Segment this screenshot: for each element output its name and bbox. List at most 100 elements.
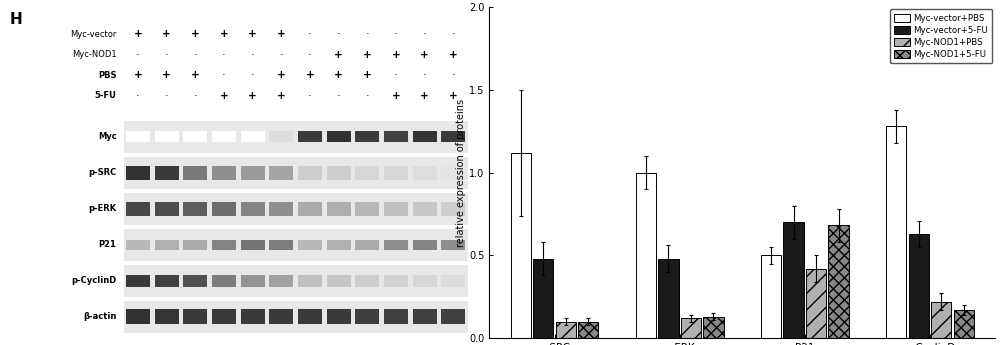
Bar (327, 275, 351, 287)
Bar (578, 322, 598, 338)
Text: +: + (248, 29, 257, 39)
Bar (441, 201, 465, 216)
Bar (241, 309, 265, 324)
Bar (124, 301, 468, 333)
Text: ·: · (366, 29, 369, 39)
Text: P21: P21 (99, 240, 117, 249)
Bar (126, 166, 150, 180)
Bar (703, 317, 724, 338)
Bar (355, 240, 379, 250)
Text: p-CyclinD: p-CyclinD (71, 276, 117, 285)
Text: +: + (248, 91, 257, 101)
Text: ·: · (222, 50, 226, 60)
Text: +: + (392, 91, 400, 101)
Bar (241, 131, 265, 142)
Bar (658, 259, 679, 338)
Bar (155, 166, 179, 180)
Bar (298, 240, 322, 250)
Bar (126, 131, 150, 142)
Bar (511, 152, 531, 338)
Bar (327, 166, 351, 180)
Bar (183, 166, 207, 180)
Text: Myc-NOD1: Myc-NOD1 (72, 50, 117, 59)
Legend: Myc-vector+PBS, Myc-vector+5-FU, Myc-NOD1+PBS, Myc-NOD1+5-FU: Myc-vector+PBS, Myc-vector+5-FU, Myc-NOD… (890, 9, 992, 63)
Text: +: + (449, 50, 458, 60)
Text: +: + (191, 29, 200, 39)
Text: ·: · (394, 29, 398, 39)
Bar (384, 201, 408, 216)
Bar (241, 201, 265, 216)
Bar (298, 131, 322, 142)
Bar (327, 131, 351, 142)
Text: ·: · (452, 29, 455, 39)
Bar (384, 131, 408, 142)
Bar (681, 318, 701, 338)
Bar (441, 240, 465, 250)
Bar (355, 201, 379, 216)
Bar (269, 166, 293, 180)
Bar (126, 275, 150, 287)
Bar (441, 275, 465, 287)
Text: ·: · (280, 50, 283, 60)
Text: +: + (134, 70, 142, 80)
Bar (828, 226, 849, 338)
Text: PBS: PBS (98, 71, 117, 80)
Text: ·: · (251, 50, 254, 60)
Bar (413, 240, 437, 250)
Bar (384, 166, 408, 180)
Bar (384, 275, 408, 287)
Bar (298, 166, 322, 180)
Bar (355, 309, 379, 324)
Text: +: + (220, 29, 228, 39)
Bar (931, 302, 951, 338)
Bar (126, 240, 150, 250)
Text: ·: · (337, 91, 341, 101)
Text: ·: · (366, 91, 369, 101)
Text: ·: · (308, 29, 312, 39)
Text: ·: · (136, 50, 140, 60)
Bar (212, 240, 236, 250)
Bar (384, 240, 408, 250)
Bar (183, 309, 207, 324)
Text: p-ERK: p-ERK (88, 204, 117, 213)
Text: +: + (277, 91, 286, 101)
Text: ·: · (452, 70, 455, 80)
Bar (124, 157, 468, 189)
Text: ·: · (337, 29, 341, 39)
Text: ·: · (308, 50, 312, 60)
Bar (783, 222, 804, 338)
Text: +: + (277, 29, 286, 39)
Bar (298, 275, 322, 287)
Bar (124, 193, 468, 225)
Bar (636, 172, 656, 338)
Bar (413, 275, 437, 287)
Text: +: + (363, 70, 372, 80)
Bar (269, 201, 293, 216)
Text: ·: · (251, 70, 254, 80)
Text: ·: · (394, 70, 398, 80)
Bar (155, 131, 179, 142)
Bar (183, 201, 207, 216)
Text: +: + (449, 91, 458, 101)
Bar (413, 131, 437, 142)
Bar (124, 121, 468, 153)
Bar (556, 322, 576, 338)
Bar (533, 259, 553, 338)
Bar (212, 201, 236, 216)
Bar (413, 166, 437, 180)
Text: ·: · (165, 50, 168, 60)
Bar (413, 309, 437, 324)
Text: +: + (162, 70, 171, 80)
Text: +: + (162, 29, 171, 39)
Text: +: + (420, 50, 429, 60)
Bar (183, 240, 207, 250)
Bar (954, 310, 974, 338)
Text: +: + (363, 50, 372, 60)
Text: 5-FU: 5-FU (95, 91, 117, 100)
Bar (355, 131, 379, 142)
Text: ·: · (136, 91, 140, 101)
Text: p-SRC: p-SRC (88, 168, 117, 177)
Bar (212, 166, 236, 180)
Text: +: + (134, 29, 142, 39)
Text: ·: · (222, 70, 226, 80)
